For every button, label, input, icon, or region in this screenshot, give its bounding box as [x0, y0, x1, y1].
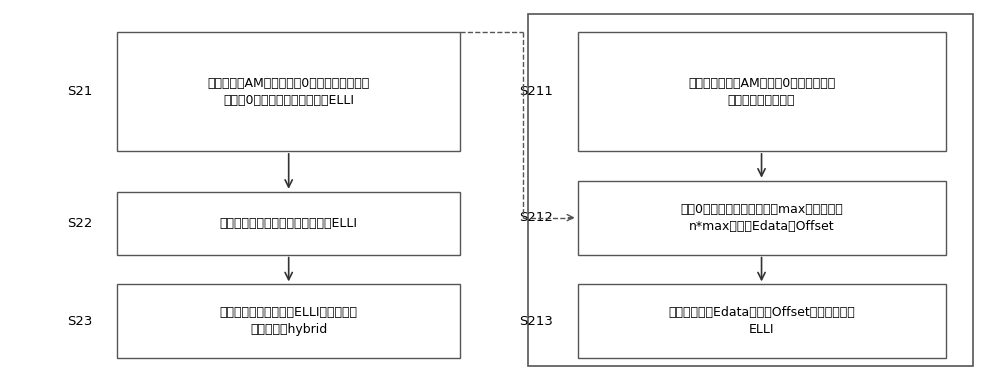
Text: 对邻接矩阵AM进行按行去0化处理，只保留其
中的非0元素，并生成稀疏矩阵ELLⅠ: 对邻接矩阵AM进行按行去0化处理，只保留其 中的非0元素，并生成稀疏矩阵ELLⅠ	[208, 77, 370, 107]
Bar	[578, 284, 946, 358]
Text: 取非0元素最多的一行的个数max，建立两个
n*max的矩阵Edata和Offset: 取非0元素最多的一行的个数max，建立两个 n*max的矩阵Edata和Offs…	[680, 203, 843, 233]
Text: S21: S21	[67, 85, 92, 98]
Bar	[117, 192, 460, 255]
Text: S212: S212	[519, 211, 553, 224]
Bar	[528, 14, 973, 366]
Bar	[578, 32, 946, 151]
Bar	[117, 32, 460, 151]
Text: S213: S213	[519, 315, 553, 328]
Text: S211: S211	[519, 85, 553, 98]
Text: 计算出邻接矩阵AM中含非0元素最多的一
行和最少一行的个数: 计算出邻接矩阵AM中含非0元素最多的一 行和最少一行的个数	[688, 77, 835, 107]
Text: 根据所述矩阵Edata和矩阵Offset生成稀疏矩阵
ELLⅠ: 根据所述矩阵Edata和矩阵Offset生成稀疏矩阵 ELLⅠ	[668, 306, 855, 337]
Text: S22: S22	[67, 217, 92, 230]
Text: 选取合适的分割点并分割稀疏矩阵ELLⅠ: 选取合适的分割点并分割稀疏矩阵ELLⅠ	[220, 217, 358, 230]
Bar	[578, 180, 946, 255]
Text: 根据分割后的稀疏矩阵ELLⅠ生成新存储
格式的矩阵hybrid: 根据分割后的稀疏矩阵ELLⅠ生成新存储 格式的矩阵hybrid	[220, 306, 358, 337]
Text: S23: S23	[67, 315, 92, 328]
Bar	[117, 284, 460, 358]
